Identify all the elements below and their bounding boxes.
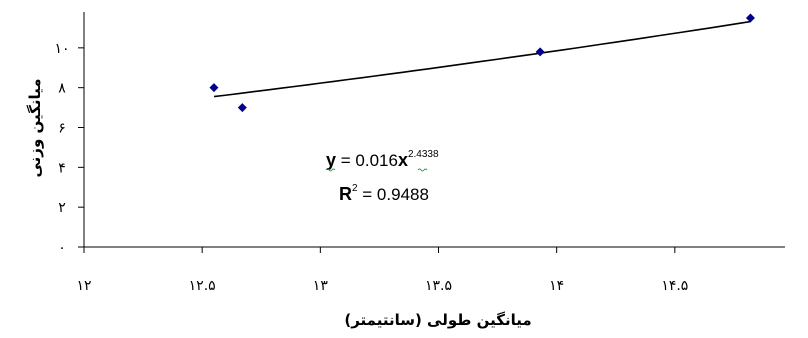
- x-tick-label: ۱۳.۵: [425, 278, 452, 294]
- trendline: [213, 20, 751, 98]
- spellcheck-underline-y: [325, 168, 336, 172]
- equation-x: x: [398, 150, 408, 170]
- r-squared-r: R: [339, 184, 352, 204]
- r-squared-text: R2 = 0.9488: [339, 183, 429, 204]
- x-tick-label: ۱۴.۵: [661, 278, 688, 294]
- y-tick-label: ۸: [58, 81, 66, 97]
- trendline-group: [213, 20, 751, 98]
- y-tick-label: ۰: [58, 240, 66, 256]
- data-point: [745, 13, 755, 23]
- data-point: [237, 103, 247, 113]
- y-tick-label: ۲: [58, 200, 66, 216]
- x-tick-label: ۱۲.۵: [189, 278, 216, 294]
- data-point: [209, 83, 219, 93]
- axes: [83, 12, 785, 248]
- points-group: [209, 13, 755, 113]
- r-squared-value: = 0.9488: [358, 185, 429, 204]
- equation-text: y = 0.016x2.4338: [326, 149, 439, 170]
- equation-annotation: y = 0.016x2.4338 R2 = 0.9488: [325, 149, 439, 204]
- equation-y: y: [326, 150, 336, 170]
- y-tick-label: ۴: [58, 160, 66, 176]
- data-point: [535, 47, 545, 57]
- r-squared-sup: 2: [352, 183, 358, 194]
- ticks: ۱۲ ۱۲.۵ ۱۳ ۱۳.۵ ۱۴ ۱۴.۵ ۰ ۲ ۴ ۶ ۸ ۱۰: [54, 41, 688, 294]
- x-tick-label: ۱۳: [313, 278, 329, 294]
- y-tick-label: ۱۰: [54, 41, 69, 57]
- spellcheck-underline-x: [417, 168, 428, 172]
- equation-exponent: 2.4338: [408, 149, 439, 160]
- equation-coefficient: = 0.016: [336, 151, 398, 170]
- x-axis-title: میانگین طولی (سانتیمتر): [344, 311, 531, 329]
- y-axis-title: میانگین وزنی: [26, 78, 44, 177]
- x-tick-label: ۱۴: [549, 278, 564, 294]
- x-tick-label: ۱۲: [76, 278, 91, 294]
- y-tick-label: ۶: [58, 121, 66, 137]
